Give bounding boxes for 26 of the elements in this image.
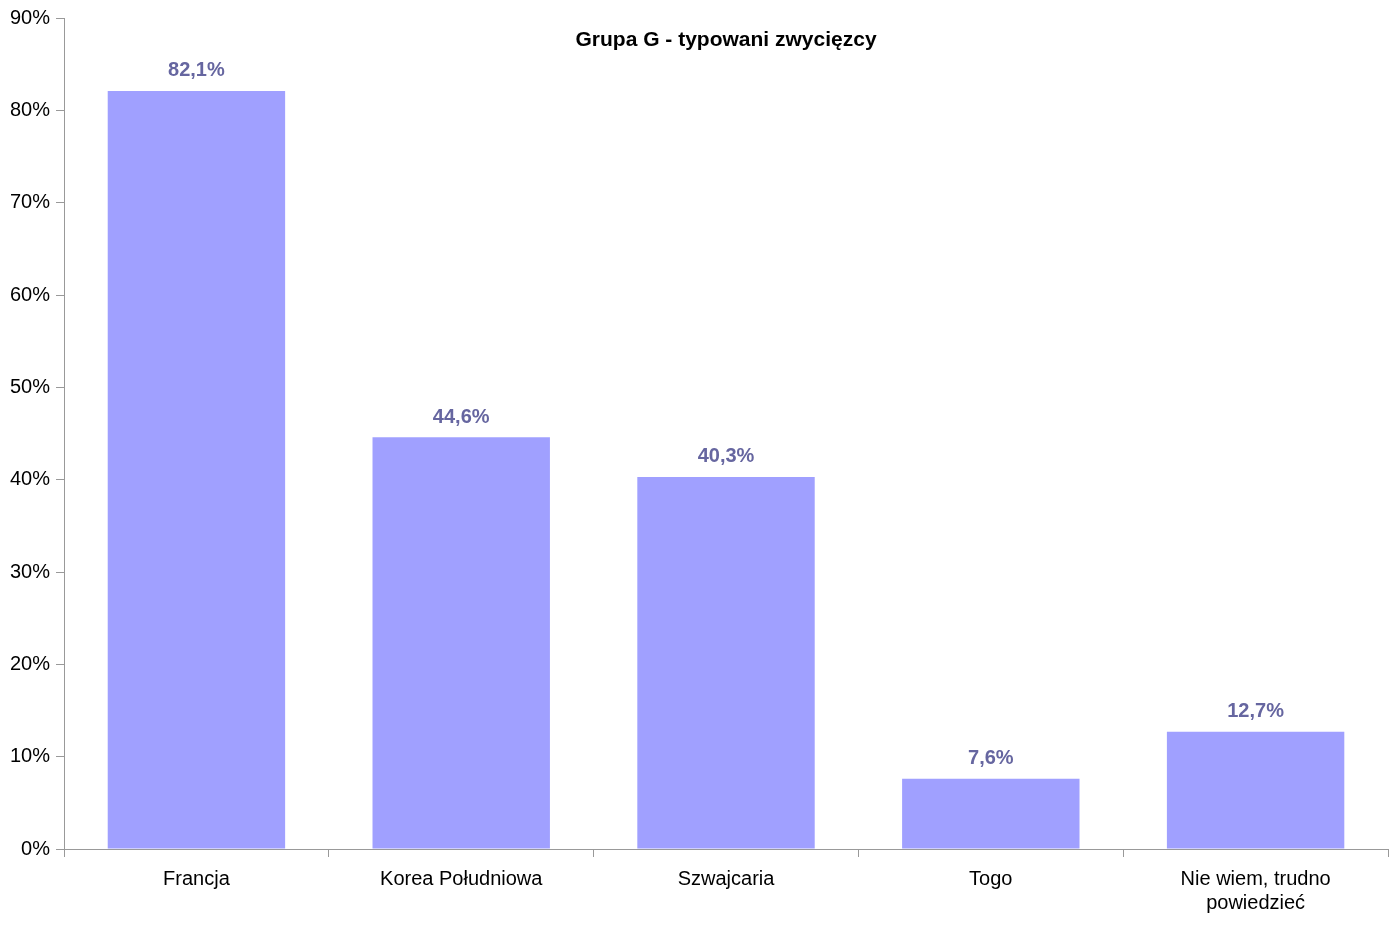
data-label: 12,7%	[1227, 699, 1285, 722]
y-tick-label: 80%	[10, 97, 51, 120]
x-tick-label: Francja	[163, 866, 231, 889]
y-tick-label: 40%	[10, 467, 51, 490]
chart-title: Grupa G - typowani zwycięzcy	[575, 26, 877, 50]
bar	[637, 476, 815, 849]
x-tick-label: Nie wiem, trudno powiedzieć	[1180, 866, 1331, 913]
bar	[1166, 731, 1345, 849]
y-tick-label: 30%	[10, 559, 51, 582]
data-label: 44,6%	[432, 404, 490, 427]
data-label: 7,6%	[968, 746, 1014, 769]
x-tick-label: Szwajcaria	[677, 866, 776, 889]
y-tick-label: 60%	[10, 282, 51, 305]
y-tick-label: 50%	[10, 374, 51, 397]
y-tick-label: 10%	[10, 744, 51, 767]
bar	[107, 90, 286, 849]
data-label: 82,1%	[168, 58, 225, 81]
bar	[902, 778, 1080, 849]
y-tick-label: 0%	[21, 836, 51, 859]
y-tick-label: 20%	[10, 651, 51, 674]
data-label: 40,3%	[697, 444, 755, 467]
x-tick-label: Korea Południowa	[380, 866, 544, 889]
y-tick-label: 70%	[10, 190, 51, 213]
y-tick-label: 90%	[10, 5, 51, 28]
bar	[372, 437, 550, 849]
x-tick-label: Togo	[969, 866, 1013, 889]
